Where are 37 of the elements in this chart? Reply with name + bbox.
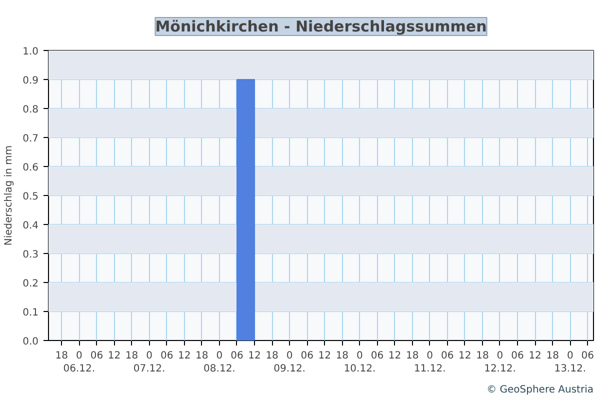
x-tick-label: 06 xyxy=(581,350,594,362)
y-axis-title: Niederschlag in mm xyxy=(4,145,15,246)
x-tick-label: 12 xyxy=(108,350,121,362)
y-tick-label: 0.4 xyxy=(22,220,39,232)
y-tick-label: 1.0 xyxy=(22,46,39,58)
x-tick-label: 18 xyxy=(336,350,349,362)
x-tick-label: 18 xyxy=(476,350,489,362)
y-tick-label: 0.1 xyxy=(22,308,39,318)
y-tick-label: 0.7 xyxy=(22,134,39,144)
y-tick-label: 0.3 xyxy=(22,250,39,260)
x-tick-label: 06 xyxy=(160,350,174,362)
x-tick-label: 18 xyxy=(406,350,419,362)
x-tick-label: 12 xyxy=(528,350,542,362)
x-tick-label: 18 xyxy=(125,350,138,362)
y-tick-label: 0.5 xyxy=(22,192,39,202)
x-tick-label: 12 xyxy=(458,350,472,362)
x-tick-label: 12 xyxy=(178,350,191,362)
x-tick-label: 06 xyxy=(441,350,454,362)
x-tick-label: 18 xyxy=(196,350,208,362)
x-tick-label: 12 xyxy=(248,350,261,362)
y-tick-label: 0.8 xyxy=(22,104,39,116)
y-tick-label: 0.9 xyxy=(22,76,39,86)
x-tick-label: 06 xyxy=(90,350,104,362)
y-tick-label: 0.6 xyxy=(22,162,39,174)
x-tick-label: 18 xyxy=(546,350,559,362)
chart-title: Mönichkirchen - Niederschlagssummen xyxy=(155,18,487,36)
y-tick-label: 0.2 xyxy=(22,278,39,290)
y-tick-label: 0.0 xyxy=(22,336,39,348)
x-tick-label: 06 xyxy=(300,350,314,362)
x-tick-label: 18 xyxy=(55,350,68,362)
text: © GeoSphere Austria xyxy=(486,384,594,396)
x-tick-label: 12 xyxy=(318,350,332,362)
x-tick-label: 18 xyxy=(266,350,278,362)
x-tick-label: 06 xyxy=(511,350,524,362)
x-tick-label: 06 xyxy=(230,350,244,362)
x-tick-label: 12 xyxy=(388,350,402,362)
x-tick-label: 06 xyxy=(370,350,384,362)
